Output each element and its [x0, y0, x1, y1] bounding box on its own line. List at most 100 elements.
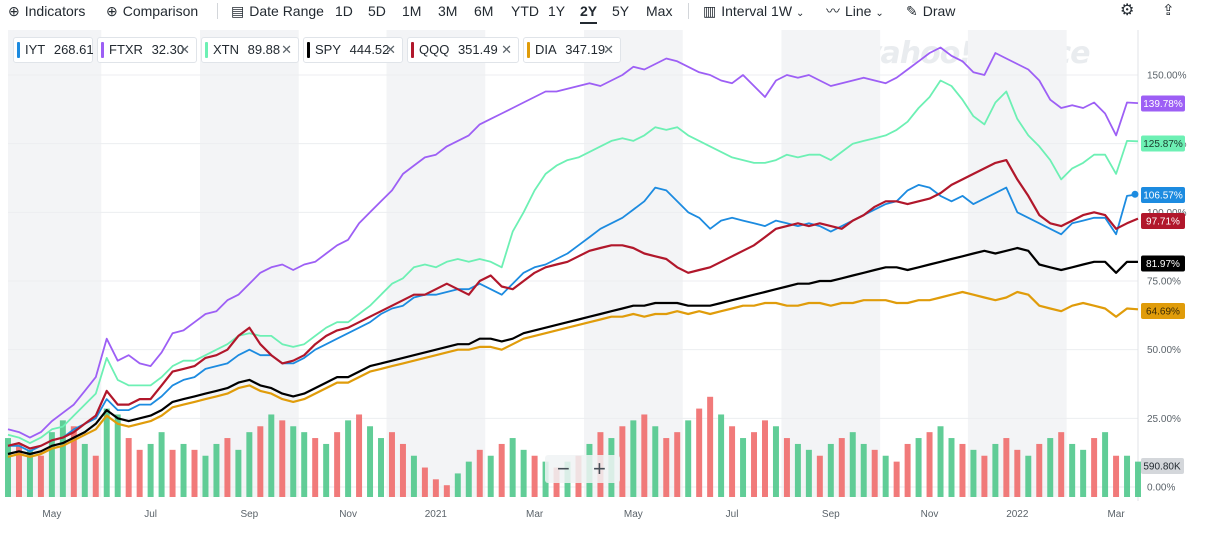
series-line-iyt: [8, 183, 1139, 453]
range-ytd-button[interactable]: YTD: [511, 3, 539, 19]
toolbar-divider: [688, 3, 689, 19]
series-line-xtn: [7, 79, 1139, 445]
month-band: [781, 30, 881, 497]
month-band: [967, 30, 1067, 497]
comparison-button[interactable]: ⊕ Comparison: [106, 0, 198, 22]
date-range-button[interactable]: ▤ Date Range: [231, 0, 324, 22]
volume-bar: [827, 443, 834, 497]
remove-comparison-close-icon[interactable]: ✕: [501, 42, 512, 57]
series-line-dia: [7, 290, 1139, 458]
series-color-swatch: [101, 42, 104, 58]
zoom-out-button[interactable]: −: [557, 456, 570, 481]
series-color-swatch: [527, 42, 530, 58]
end-label-box: [1141, 303, 1185, 319]
range-1d-button[interactable]: 1D: [335, 3, 353, 19]
range-1m-button[interactable]: 1M: [402, 3, 422, 19]
volume-bar: [981, 455, 988, 497]
volume-bar: [520, 449, 527, 497]
volume-bar: [652, 426, 659, 497]
chip-label: DIA 347.19: [535, 38, 605, 62]
month-bands: [8, 30, 1067, 497]
series-color-swatch: [411, 42, 414, 58]
volume-bar: [1025, 455, 1032, 497]
settings-gear-icon[interactable]: ⚙: [1120, 2, 1135, 19]
volume-bar: [498, 443, 505, 497]
remove-comparison-close-icon[interactable]: ✕: [281, 42, 292, 57]
volume-bar: [762, 420, 768, 497]
range-2y-button[interactable]: 2Y: [580, 0, 598, 24]
volume-bar: [915, 438, 922, 497]
chip-symbol: DIA: [535, 42, 557, 57]
range-5y-button[interactable]: 5Y: [612, 3, 630, 19]
volume-bar: [509, 438, 516, 497]
share-icon[interactable]: ⇪: [1162, 2, 1175, 19]
end-label: 106.57%: [1143, 191, 1183, 202]
chip-price: 444.52: [346, 42, 390, 57]
range-6m-button[interactable]: 6M: [474, 3, 494, 19]
chip-dia[interactable]: DIA 347.19 ✕: [523, 37, 621, 63]
volume-bar: [257, 426, 264, 497]
volume-bar: [37, 455, 44, 497]
chip-spy[interactable]: SPY 444.52 ✕: [303, 37, 403, 63]
volume-bar: [751, 432, 758, 497]
range-3m-button[interactable]: 3M: [438, 3, 458, 19]
volume-bar: [641, 414, 648, 497]
volume-bar: [136, 449, 143, 497]
remove-comparison-close-icon[interactable]: ✕: [179, 42, 190, 57]
indicators-label: Indicators: [24, 3, 86, 19]
candles-icon: ▥: [703, 3, 717, 19]
volume-bar: [70, 426, 77, 497]
range-5d-button[interactable]: 5D: [368, 3, 386, 19]
chevron-down-icon: ⌄: [795, 8, 805, 19]
volume-bar: [860, 443, 867, 497]
range-max-button[interactable]: Max: [646, 3, 673, 19]
remove-comparison-close-icon[interactable]: ✕: [603, 42, 614, 57]
indicators-button[interactable]: ⊕ Indicators: [8, 0, 85, 22]
series-line-ftxr: [7, 46, 1139, 439]
volume-bar: [48, 432, 55, 497]
remove-comparison-close-icon[interactable]: ✕: [385, 42, 396, 57]
volume-bar: [399, 443, 406, 497]
volume-bar: [323, 443, 330, 497]
volume-bar: [838, 438, 845, 497]
end-label: 81.97%: [1146, 259, 1180, 270]
chip-qqq[interactable]: QQQ 351.49 ✕: [407, 37, 519, 63]
chip-ftxr[interactable]: FTXR 32.30 ✕: [97, 37, 197, 63]
x-tick-label: Jul: [726, 509, 739, 520]
interval-button[interactable]: ▥ Interval 1W ⌄: [703, 0, 804, 22]
chip-symbol: SPY: [315, 42, 342, 57]
volume-bar: [169, 449, 176, 497]
volume-bar: [81, 443, 88, 497]
volume-bar: [1102, 432, 1109, 497]
volume-bar: [805, 449, 812, 497]
x-tick-label: May: [42, 509, 61, 520]
series-line-qqq: [7, 159, 1139, 450]
range-1y-button[interactable]: 1Y: [548, 3, 566, 19]
volume-bar: [926, 432, 933, 497]
volume-bar: [619, 426, 626, 497]
zoom-in-button[interactable]: +: [593, 456, 606, 481]
volume-bar: [1069, 443, 1076, 497]
draw-label: Draw: [922, 3, 956, 19]
volume-bar: [465, 461, 472, 497]
volume-bar: [1047, 438, 1054, 497]
volume-badge: [1141, 458, 1184, 474]
series-color-swatch: [205, 42, 208, 58]
x-tick-label: Jul: [144, 509, 157, 520]
chip-xtn[interactable]: XTN 89.88 ✕: [201, 37, 299, 63]
volume-bar: [443, 485, 450, 497]
volume-bar: [882, 455, 889, 497]
draw-button[interactable]: ✎ Draw: [906, 0, 955, 22]
volume-bar: [740, 438, 747, 497]
chip-price: 32.30: [147, 42, 185, 57]
volume-badge-label: 590.80K: [1143, 462, 1181, 473]
chart-type-button[interactable]: 〰 Line ⌄: [826, 0, 884, 22]
chip-iyt[interactable]: IYT 268.61: [13, 37, 94, 63]
volume-bar: [378, 438, 384, 497]
volume-bar: [180, 443, 187, 497]
end-label-box: [1141, 255, 1185, 272]
volume-bar: [125, 438, 132, 497]
toolbar-divider: [217, 3, 218, 19]
volume-bar: [948, 438, 955, 497]
